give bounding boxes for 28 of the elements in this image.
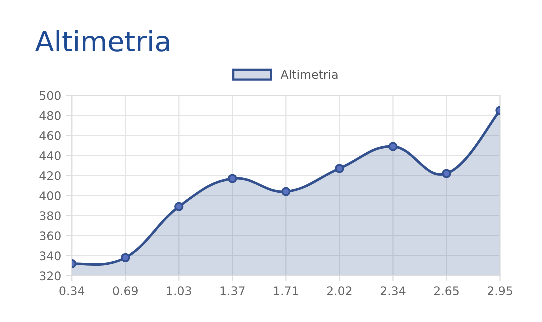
y-tick-label: 380 — [40, 212, 61, 220]
point — [335, 164, 344, 174]
chart-title: Altimetria — [35, 30, 170, 52]
x-tick-label: 1.03 — [167, 286, 192, 296]
point — [174, 202, 184, 212]
x-tick-label: 1.71 — [274, 286, 298, 296]
y-tick-label: 340 — [40, 252, 61, 261]
y-tick-label: 500 — [40, 91, 61, 100]
y-tick-label: 440 — [40, 151, 61, 160]
y-tick-label: 420 — [40, 172, 61, 180]
y-tick-label: 480 — [40, 111, 61, 120]
x-tick-label: 2.95 — [488, 286, 512, 296]
y-tick-label: 400 — [40, 192, 61, 200]
point — [282, 187, 291, 196]
x-tick-label: 2.34 — [380, 286, 406, 296]
x-tick-label: 2.65 — [434, 286, 459, 296]
x-tick-label: 2.02 — [327, 286, 352, 296]
y-tick-label: 320 — [40, 272, 61, 281]
x-tick-label: 0.69 — [113, 286, 138, 296]
y-tick-label: 460 — [40, 131, 61, 140]
point — [442, 169, 452, 178]
point — [228, 174, 238, 184]
legend-label: Altimetria — [280, 70, 338, 80]
x-tick-label: 1.37 — [220, 286, 245, 296]
y-tick-label: 360 — [40, 232, 61, 241]
point — [388, 142, 398, 152]
x-tick-label: 0.34 — [60, 286, 85, 296]
point — [121, 253, 130, 262]
